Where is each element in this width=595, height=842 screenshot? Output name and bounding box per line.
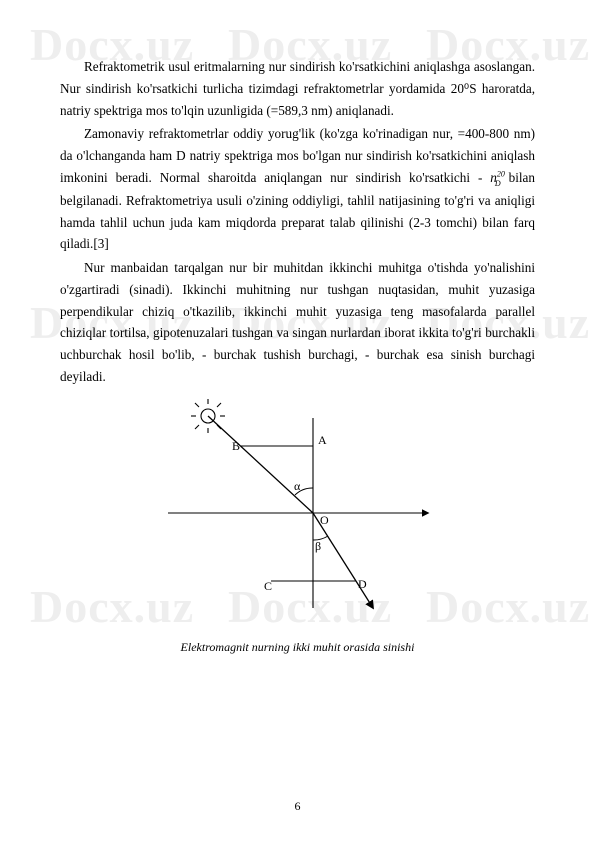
paragraph-2: Zamonaviy refraktometrlar oddiy yorug'li… [60, 123, 535, 255]
label-c: C [264, 579, 272, 593]
label-beta: β [315, 539, 321, 553]
page-content: Refraktometrik usul eritmalarning nur si… [0, 0, 595, 658]
label-d: D [358, 577, 367, 591]
label-a: A [318, 433, 327, 447]
refraction-diagram: A B C D O α β [158, 398, 438, 628]
refraction-symbol: n20D [490, 170, 500, 185]
label-alpha: α [294, 479, 301, 493]
page-number: 6 [0, 799, 595, 814]
paragraph-1: Refraktometrik usul eritmalarning nur si… [60, 56, 535, 121]
paragraph-2-a: Zamonaviy refraktometrlar oddiy yorug'li… [60, 126, 535, 185]
label-b: B [232, 439, 240, 453]
label-o: O [320, 513, 329, 527]
paragraph-3: Nur manbaidan tarqalgan nur bir muhitdan… [60, 257, 535, 388]
figure-container: A B C D O α β Elektromagnit nurning ikki… [60, 398, 535, 658]
figure-caption: Elektromagnit nurning ikki muhit orasida… [181, 638, 415, 658]
